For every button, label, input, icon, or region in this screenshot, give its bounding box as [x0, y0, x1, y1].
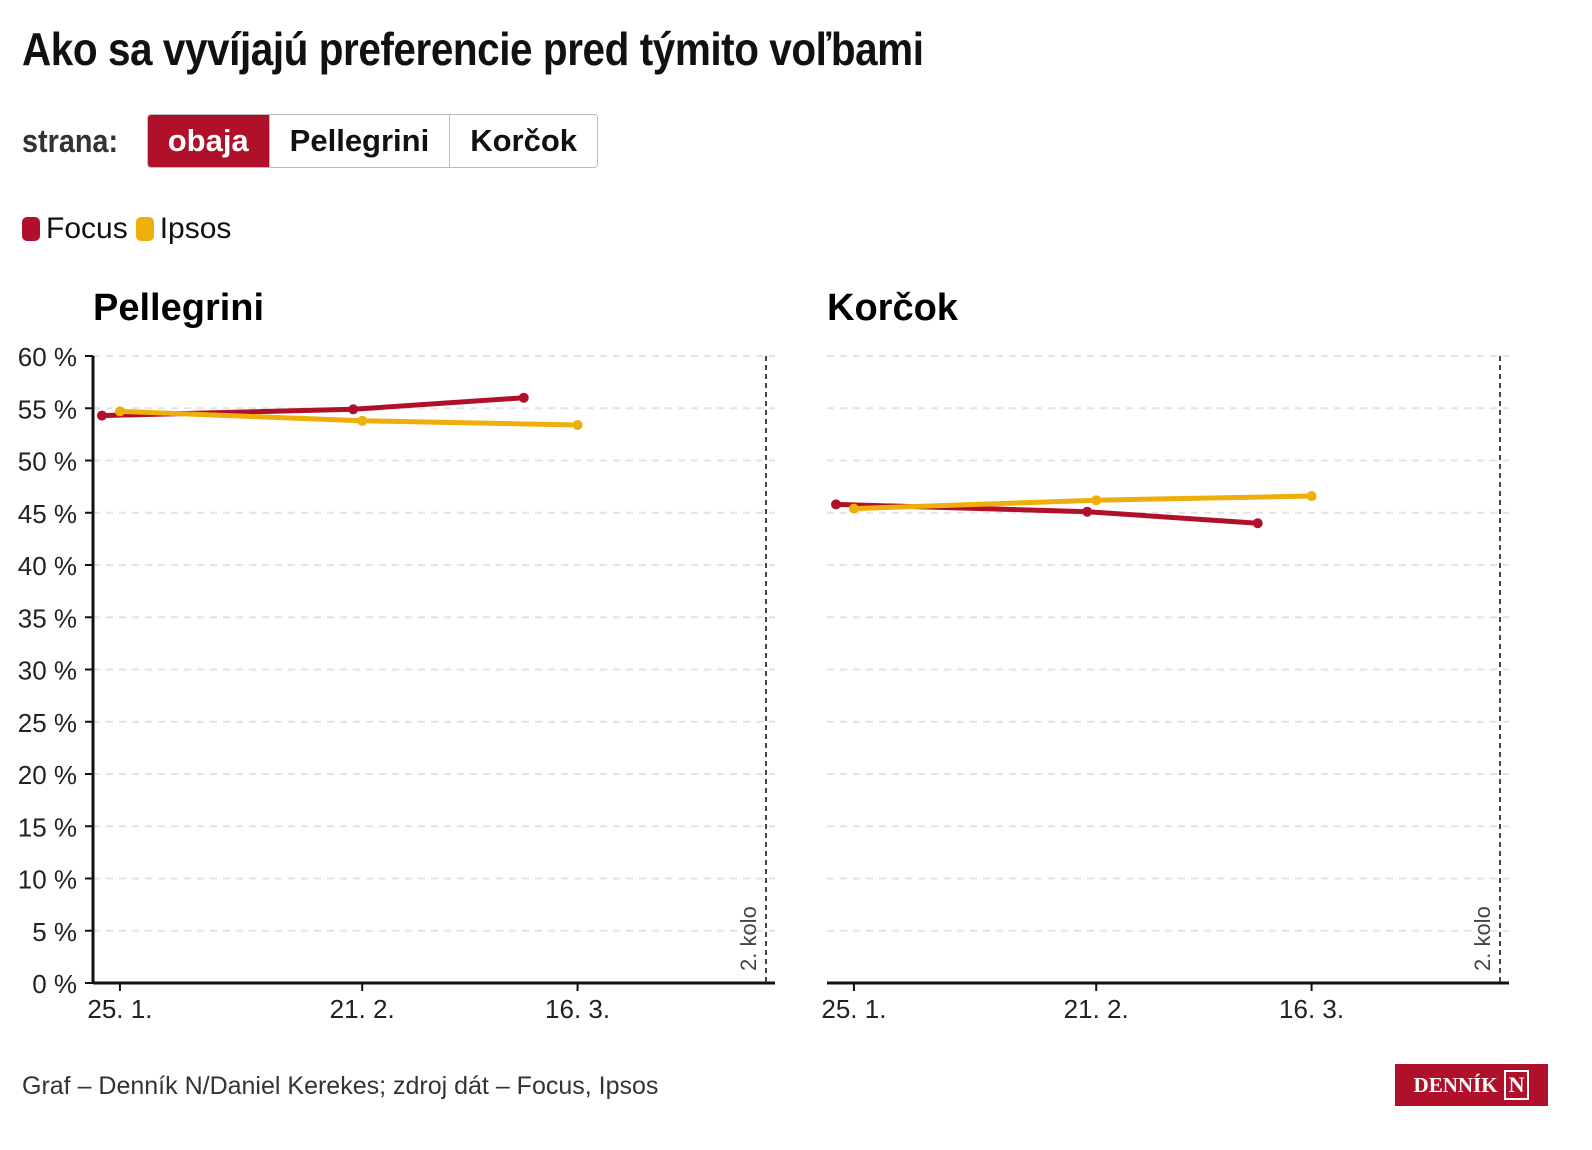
legend-swatch [22, 217, 40, 241]
data-point-ipsos [357, 415, 368, 426]
y-tick-label: 0 % [32, 969, 77, 999]
page-title: Ako sa vyvíjajú preferencie pred týmito … [22, 23, 924, 75]
y-tick-label: 5 % [32, 917, 77, 947]
legend-label: Focus [46, 212, 128, 245]
denník-n-logo: DENNÍK N [1395, 1064, 1548, 1106]
x-tick-label: 21. 2. [330, 994, 395, 1024]
series-line-ipsos [119, 408, 578, 428]
y-tick-label: 60 % [18, 342, 77, 372]
y-tick-label: 25 % [18, 708, 77, 738]
data-point-focus [518, 392, 529, 403]
data-point-focus [1252, 518, 1263, 529]
second-round-label: 2. kolo [736, 906, 761, 971]
filter-option-pellegrini[interactable]: Pellegrini [268, 115, 450, 167]
x-tick-label: 16. 3. [545, 994, 610, 1024]
y-tick-label: 45 % [18, 499, 77, 529]
series-line-ipsos [853, 493, 1312, 512]
y-tick-label: 15 % [18, 812, 77, 842]
x-tick-label: 25. 1. [87, 994, 152, 1024]
filter-option-obaja[interactable]: obaja [147, 115, 269, 167]
legend: Focus Ipsos [22, 212, 231, 246]
data-point-ipsos [848, 503, 859, 514]
x-tick-label: 25. 1. [821, 994, 886, 1024]
second-round-label: 2. kolo [1470, 906, 1495, 971]
y-tick-label: 40 % [18, 551, 77, 581]
filter-label: strana: [22, 122, 119, 159]
panel-title: Pellegrini [93, 287, 264, 329]
footer-credit: Graf – Denník N/Daniel Kerekes; zdroj dá… [22, 1072, 659, 1100]
filter-option-korcok[interactable]: Korčok [449, 115, 598, 167]
legend-item-focus: Focus [22, 212, 128, 246]
panel-title: Korčok [827, 287, 959, 329]
x-tick-label: 21. 2. [1064, 994, 1129, 1024]
party-filter: strana: obaja Pellegrini Korčok [22, 114, 599, 168]
legend-label: Ipsos [159, 212, 232, 245]
y-tick-label: 10 % [18, 865, 77, 895]
y-tick-label: 50 % [18, 447, 77, 477]
data-point-focus [1082, 506, 1093, 517]
y-tick-label: 55 % [18, 394, 77, 424]
data-point-ipsos [1091, 495, 1102, 506]
data-point-focus [830, 499, 841, 510]
data-point-ipsos [1306, 491, 1317, 502]
data-point-focus [348, 404, 359, 415]
data-point-ipsos [572, 419, 583, 430]
legend-swatch [135, 217, 154, 241]
data-point-ipsos [114, 406, 125, 417]
legend-item-ipsos: Ipsos [135, 212, 232, 246]
data-point-focus [96, 410, 107, 421]
y-tick-label: 30 % [18, 656, 77, 686]
y-tick-label: 20 % [18, 760, 77, 790]
y-tick-label: 35 % [18, 603, 77, 633]
x-tick-label: 16. 3. [1279, 994, 1344, 1024]
